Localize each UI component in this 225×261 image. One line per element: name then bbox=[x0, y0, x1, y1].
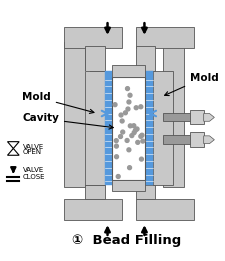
Circle shape bbox=[132, 124, 136, 128]
Bar bbox=[136, 199, 194, 220]
Text: VALVE: VALVE bbox=[23, 167, 44, 173]
Text: CLOSE: CLOSE bbox=[23, 174, 45, 180]
Circle shape bbox=[124, 111, 127, 115]
FancyArrow shape bbox=[204, 136, 214, 144]
Text: ①  Bead Filling: ① Bead Filling bbox=[72, 234, 182, 247]
Bar bbox=[64, 27, 122, 49]
Bar bbox=[85, 71, 90, 185]
Polygon shape bbox=[7, 149, 19, 155]
Circle shape bbox=[136, 140, 140, 144]
Bar bbox=[85, 71, 105, 185]
Bar bbox=[153, 71, 173, 185]
Circle shape bbox=[126, 107, 130, 111]
Circle shape bbox=[128, 166, 132, 170]
Bar bbox=[85, 185, 105, 199]
FancyArrow shape bbox=[204, 114, 214, 121]
Bar bbox=[190, 132, 204, 146]
Circle shape bbox=[141, 139, 145, 143]
Bar bbox=[136, 27, 194, 49]
Circle shape bbox=[128, 124, 132, 128]
Circle shape bbox=[125, 139, 129, 143]
Circle shape bbox=[139, 105, 143, 109]
Circle shape bbox=[116, 175, 120, 179]
Circle shape bbox=[135, 127, 139, 131]
Circle shape bbox=[126, 87, 129, 91]
Circle shape bbox=[127, 148, 131, 152]
Bar bbox=[163, 112, 192, 121]
Bar bbox=[112, 76, 145, 180]
Bar bbox=[85, 46, 105, 71]
Bar bbox=[145, 71, 153, 185]
Text: OPEN: OPEN bbox=[23, 149, 42, 155]
Bar bbox=[105, 71, 112, 185]
Circle shape bbox=[139, 134, 143, 138]
Bar bbox=[64, 42, 85, 187]
Circle shape bbox=[115, 155, 119, 159]
Text: Cavity: Cavity bbox=[22, 113, 113, 129]
Circle shape bbox=[121, 130, 125, 134]
Circle shape bbox=[140, 157, 143, 161]
Circle shape bbox=[127, 100, 131, 104]
Circle shape bbox=[114, 139, 118, 143]
Circle shape bbox=[113, 103, 117, 106]
Circle shape bbox=[119, 135, 122, 139]
Text: Mold: Mold bbox=[165, 73, 219, 96]
Polygon shape bbox=[7, 142, 19, 149]
Text: VALVE: VALVE bbox=[23, 144, 44, 150]
Text: Mold: Mold bbox=[22, 92, 94, 113]
Circle shape bbox=[140, 133, 144, 137]
Circle shape bbox=[133, 128, 137, 132]
Bar bbox=[190, 110, 204, 124]
Circle shape bbox=[120, 119, 124, 123]
Bar bbox=[163, 42, 184, 187]
Circle shape bbox=[132, 131, 136, 135]
Bar bbox=[112, 180, 145, 191]
Bar bbox=[163, 135, 192, 144]
Circle shape bbox=[128, 93, 132, 97]
Bar bbox=[136, 185, 155, 199]
Bar bbox=[158, 71, 163, 185]
Bar bbox=[112, 65, 145, 76]
Circle shape bbox=[119, 113, 123, 117]
Circle shape bbox=[130, 134, 134, 138]
Bar bbox=[64, 199, 122, 220]
Bar bbox=[136, 46, 155, 71]
Circle shape bbox=[115, 144, 118, 148]
Circle shape bbox=[134, 106, 138, 110]
